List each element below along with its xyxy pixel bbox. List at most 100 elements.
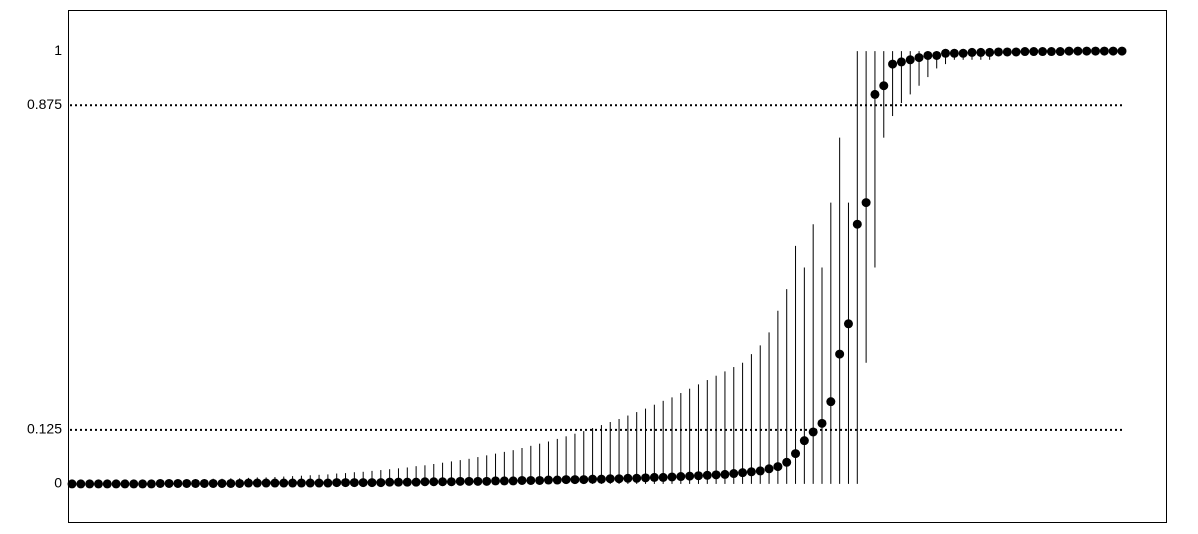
point xyxy=(967,47,977,57)
point xyxy=(296,478,306,488)
point xyxy=(1099,46,1109,56)
point xyxy=(173,478,183,488)
point xyxy=(702,470,712,480)
point xyxy=(729,469,739,479)
point xyxy=(235,478,245,488)
point xyxy=(543,475,553,485)
point xyxy=(746,467,756,477)
point xyxy=(252,478,262,488)
point xyxy=(1091,46,1101,56)
point xyxy=(870,89,880,99)
point xyxy=(852,219,862,229)
point xyxy=(685,471,695,481)
point xyxy=(305,478,315,488)
point xyxy=(949,48,959,58)
point xyxy=(782,457,792,467)
point xyxy=(888,59,898,69)
point xyxy=(552,475,562,485)
point xyxy=(1038,47,1048,57)
point xyxy=(243,478,253,488)
point xyxy=(85,479,95,489)
point xyxy=(323,478,333,488)
point xyxy=(623,473,633,483)
point xyxy=(808,427,818,437)
point xyxy=(649,472,659,482)
y-tick-label: 0.875 xyxy=(27,96,62,112)
y-tick-label: 0 xyxy=(54,475,62,491)
point xyxy=(508,476,518,486)
point xyxy=(314,478,324,488)
point xyxy=(773,462,783,472)
point xyxy=(817,418,827,428)
point xyxy=(535,475,545,485)
point xyxy=(182,478,192,488)
point xyxy=(605,474,615,484)
y-tick-label: 1 xyxy=(54,42,62,58)
point xyxy=(1082,46,1092,56)
point xyxy=(76,479,86,489)
point xyxy=(208,478,218,488)
point xyxy=(288,478,298,488)
point xyxy=(914,53,924,63)
point xyxy=(199,478,209,488)
point xyxy=(164,478,174,488)
point xyxy=(923,50,933,60)
point xyxy=(1011,47,1021,57)
point xyxy=(138,479,148,489)
point xyxy=(588,474,598,484)
point xyxy=(993,47,1003,57)
plot-frame xyxy=(68,10,1167,523)
point xyxy=(1064,46,1074,56)
point xyxy=(464,476,474,486)
point xyxy=(570,475,580,485)
point xyxy=(658,472,668,482)
point xyxy=(332,478,342,488)
point xyxy=(526,475,536,485)
point xyxy=(226,478,236,488)
point xyxy=(791,449,801,459)
point xyxy=(579,475,589,485)
point xyxy=(120,479,130,489)
point xyxy=(385,477,395,487)
point xyxy=(676,472,686,482)
point xyxy=(799,436,809,446)
point xyxy=(835,349,845,359)
point xyxy=(561,475,571,485)
point xyxy=(146,479,156,489)
point xyxy=(667,472,677,482)
point xyxy=(358,478,368,488)
point xyxy=(438,477,448,487)
point xyxy=(499,476,509,486)
point xyxy=(693,471,703,481)
point xyxy=(473,476,483,486)
y-tick-label: 0.125 xyxy=(27,421,62,437)
point xyxy=(861,198,871,208)
point xyxy=(826,397,836,407)
point xyxy=(932,50,942,60)
point xyxy=(843,319,853,329)
point xyxy=(67,479,77,489)
point xyxy=(420,477,430,487)
point xyxy=(985,47,995,57)
point xyxy=(755,466,765,476)
point xyxy=(402,477,412,487)
point xyxy=(270,478,280,488)
point xyxy=(632,473,642,483)
point xyxy=(1029,47,1039,57)
point xyxy=(720,469,730,479)
point xyxy=(941,48,951,58)
point xyxy=(905,55,915,65)
point xyxy=(341,478,351,488)
point xyxy=(279,478,289,488)
point xyxy=(367,478,377,488)
point xyxy=(641,473,651,483)
point xyxy=(976,47,986,57)
point xyxy=(155,478,165,488)
point xyxy=(111,479,121,489)
point xyxy=(349,478,359,488)
point xyxy=(1117,46,1127,56)
point xyxy=(711,470,721,480)
point xyxy=(896,57,906,67)
